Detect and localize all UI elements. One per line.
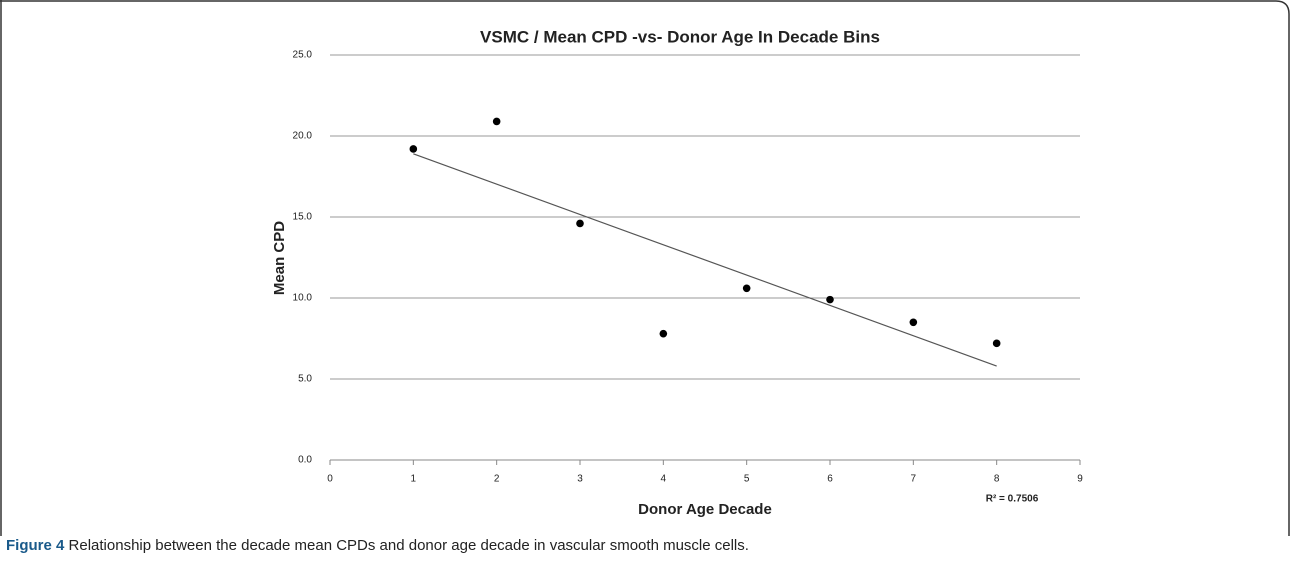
caption-label: Figure 4 [6, 537, 65, 554]
y-tick-label: 0.0 [298, 455, 312, 466]
y-axis-label: Mean CPD [271, 221, 288, 295]
trendline [413, 153, 997, 367]
y-tick-label: 20.0 [293, 131, 313, 142]
point [492, 117, 501, 126]
x-tick-label: 7 [911, 474, 917, 485]
x-tick-label: 9 [1077, 474, 1083, 485]
point [742, 284, 751, 293]
x-tick-label: 3 [577, 474, 583, 485]
r-squared: R² = 0.7506 [986, 494, 1039, 505]
caption: Figure 4 Relationship between the decade… [6, 537, 749, 554]
y-tick-label: 25.0 [293, 50, 313, 61]
y-tick-label: 5.0 [298, 374, 312, 385]
point [909, 318, 918, 327]
point [659, 329, 668, 338]
x-tick-label: 1 [411, 474, 417, 485]
x-tick-label: 5 [744, 474, 750, 485]
y-tick-label: 15.0 [293, 212, 313, 223]
x-tick-label: 6 [827, 474, 833, 485]
x-axis-label: Donor Age Decade [638, 501, 772, 518]
frame [0, 0, 1290, 536]
chart-title: VSMC / Mean CPD -vs- Donor Age In Decade… [480, 27, 880, 46]
x-tick-label: 2 [494, 474, 500, 485]
point [826, 295, 834, 304]
caption-text: Relationship between the decade mean CPD… [69, 537, 749, 554]
point [992, 339, 1001, 348]
y-tick-label: 10.0 [293, 293, 313, 304]
point [409, 145, 418, 153]
x-tick-label: 4 [661, 474, 667, 485]
x-tick-label: 0 [327, 474, 333, 485]
point [576, 219, 584, 228]
x-tick-label: 8 [994, 474, 1000, 485]
